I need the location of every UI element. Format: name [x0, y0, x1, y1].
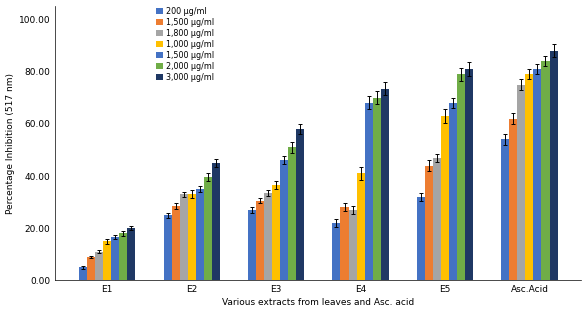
Bar	[195, 189, 204, 280]
Bar	[449, 103, 457, 280]
Bar	[87, 257, 95, 280]
Bar	[171, 206, 180, 280]
Bar	[380, 89, 389, 280]
Bar	[280, 160, 288, 280]
Bar	[264, 193, 272, 280]
Bar	[332, 223, 340, 280]
Bar	[517, 85, 525, 280]
Bar	[525, 74, 534, 280]
Bar	[288, 147, 296, 280]
Bar	[373, 98, 380, 280]
Bar	[541, 61, 549, 280]
Bar	[356, 173, 365, 280]
Bar	[441, 116, 449, 280]
Bar	[111, 237, 119, 280]
Bar	[417, 197, 425, 280]
Bar	[164, 215, 171, 280]
Bar	[103, 241, 111, 280]
Bar	[365, 103, 373, 280]
Bar	[501, 140, 510, 280]
Bar	[127, 228, 135, 280]
Bar	[433, 158, 441, 280]
Bar	[248, 210, 256, 280]
Bar	[296, 129, 304, 280]
Y-axis label: Percentage Inhibition (517 nm): Percentage Inhibition (517 nm)	[5, 73, 15, 214]
Bar	[457, 74, 465, 280]
Bar	[510, 119, 517, 280]
Bar	[534, 69, 541, 280]
X-axis label: Various extracts from leaves and Asc. acid: Various extracts from leaves and Asc. ac…	[222, 298, 414, 307]
Bar	[256, 201, 264, 280]
Legend: 200 μg/ml, 1,500 μg/ml, 1,800 μg/ml, 1,000 μg/ml, 1,500 μg/ml, 2,000 μg/ml, 3,00: 200 μg/ml, 1,500 μg/ml, 1,800 μg/ml, 1,0…	[154, 5, 216, 83]
Bar	[465, 69, 473, 280]
Bar	[204, 177, 212, 280]
Bar	[95, 252, 103, 280]
Bar	[349, 210, 356, 280]
Bar	[119, 233, 127, 280]
Bar	[425, 166, 433, 280]
Bar	[188, 194, 195, 280]
Bar	[180, 194, 188, 280]
Bar	[79, 267, 87, 280]
Bar	[549, 51, 558, 280]
Bar	[340, 207, 349, 280]
Bar	[212, 163, 220, 280]
Bar	[272, 185, 280, 280]
